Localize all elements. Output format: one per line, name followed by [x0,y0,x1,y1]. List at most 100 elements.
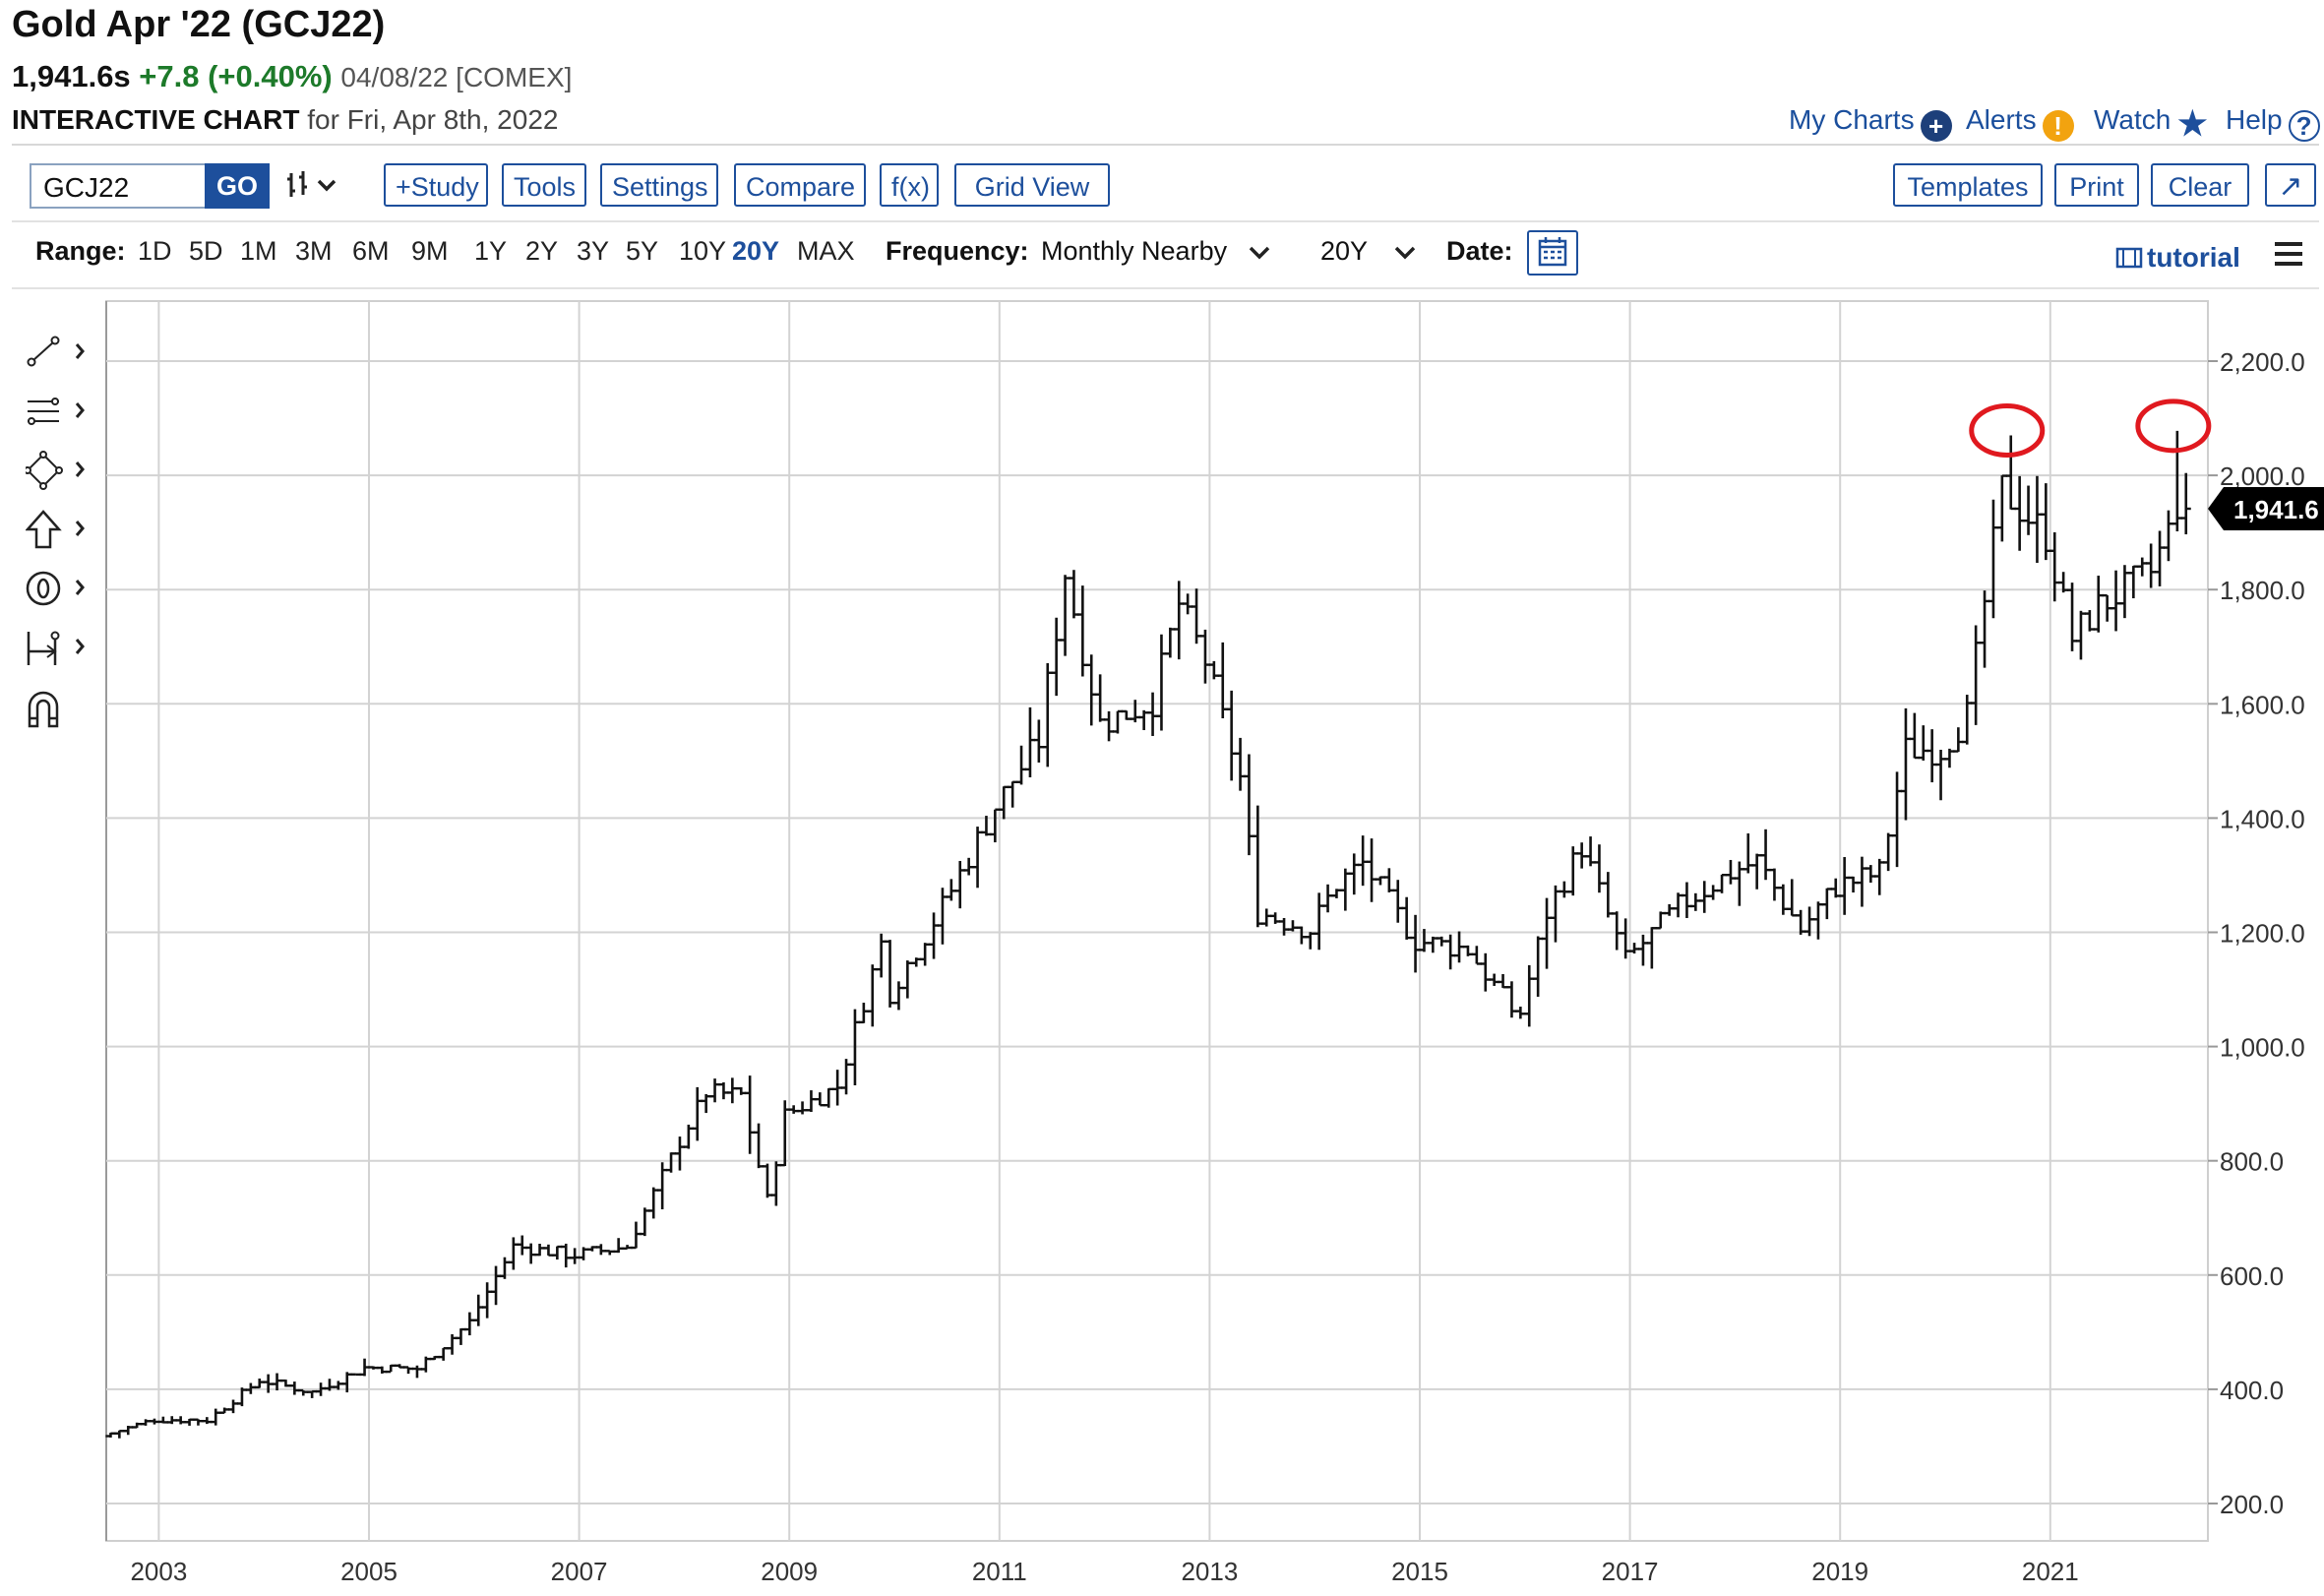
line-tool[interactable] [26,333,85,372]
ohlc-bar [123,1426,134,1436]
range-option-6m[interactable]: 6M [352,236,390,266]
ohlc-bar [377,1366,388,1374]
help-link[interactable]: Help? [2226,104,2320,142]
ohlc-bar [1287,920,1298,932]
ohlc-bar [876,933,887,978]
frequency-dropdown[interactable]: Monthly Nearby [1041,236,1272,267]
ohlc-bar [1024,706,1035,778]
date-picker-button[interactable] [1527,230,1578,276]
arrow-tool[interactable] [25,510,85,549]
ohlc-bar [1550,885,1560,943]
ohlc-bar [1165,627,1176,658]
ohlc-bar [1095,674,1106,722]
ohlc-bar [1708,885,1719,900]
ohlc-bar [1821,888,1832,920]
tools-button[interactable]: Tools [502,163,586,207]
fx-button[interactable]: f(x) [880,163,939,207]
range-option-10y[interactable]: 10Y [679,236,727,266]
ohlc-bar [2084,610,2095,632]
range-option-1m[interactable]: 1M [240,236,277,266]
clear-button[interactable]: Clear [2151,163,2249,207]
range-option-max[interactable]: MAX [797,236,855,266]
expand-icon: ↗ [2278,170,2303,203]
header-divider [12,144,2319,146]
measure-tool[interactable] [26,628,85,667]
range-option-5d[interactable]: 5D [189,236,223,266]
shape-tool[interactable] [24,451,85,490]
range-option-3y[interactable]: 3Y [577,236,610,266]
settings-button[interactable]: Settings [600,163,718,207]
ohlc-bar [1655,911,1666,930]
print-button[interactable]: Print [2054,163,2139,207]
range-option-9m[interactable]: 9M [411,236,449,266]
ohlc-bar [1437,936,1447,947]
alert-icon: ! [2042,110,2074,142]
ohlc-bar [893,981,904,1011]
ohlc-bar [1480,952,1491,992]
expand-button[interactable]: ↗ [2265,163,2316,207]
ohlc-bar [166,1416,177,1425]
range-option-1d[interactable]: 1D [138,236,172,266]
ohlc-bar [1033,719,1044,763]
templates-button[interactable]: Templates [1893,163,2043,207]
range-option-5y[interactable]: 5Y [626,236,659,266]
ohlc-bar [525,1243,536,1264]
ohlc-bar [1646,927,1657,969]
alerts-link[interactable]: Alerts! [1966,104,2074,142]
ohlc-bar [902,960,913,999]
range-option-1y[interactable]: 1Y [474,236,508,266]
ohlc-bar [683,1124,694,1149]
text-tool[interactable] [26,569,85,608]
y-tick-label: 2,000.0 [2220,461,2305,491]
ohlc-bar-icon [287,171,336,197]
ohlc-bar [1743,832,1753,874]
highlight-circle [2135,399,2212,454]
ohlc-bar [1340,868,1351,911]
compare-button[interactable]: Compare [734,163,866,207]
bar-type-dropdown[interactable] [285,167,344,211]
quote-line: 1,941.6s +7.8 (+0.40%) 04/08/22 [COMEX] [12,59,572,94]
ohlc-bar [2180,472,2191,535]
watch-link[interactable]: Watch ★ [2094,104,2208,141]
ohlc-bar [1217,642,1228,719]
ohlc-bar [858,1003,869,1024]
quote-meta: 04/08/22 [COMEX] [340,62,573,92]
go-button[interactable]: GO [205,163,270,209]
y-tick-label: 1,000.0 [2220,1033,2305,1063]
ohlc-bar [1042,662,1053,767]
range-option-3m[interactable]: 3M [295,236,333,266]
ohlc-bar [832,1070,843,1106]
ohlc-bar [972,827,983,889]
ohlc-bar [386,1364,397,1374]
my-charts-link[interactable]: My Charts + [1789,104,1952,142]
grid-view-button[interactable]: Grid View [954,163,1110,207]
ohlc-bar [954,860,965,909]
ohlc-bar [1664,903,1675,916]
x-tick-label: 2021 [2022,1557,2079,1586]
ohlc-bar [1060,575,1070,656]
ohlc-bar [1138,709,1149,730]
study-button[interactable]: +Study [384,163,488,207]
ohlc-bar [1585,836,1596,867]
fib-tool[interactable] [26,392,85,431]
ohlc-bar [1734,861,1744,906]
text-tool-icon [26,571,85,606]
hamburger-menu-icon[interactable] [2275,242,2302,266]
ohlc-bar [1375,876,1385,886]
ohlc-bar [745,1075,756,1154]
symbol-input[interactable]: GCJ22 [30,163,205,209]
range-option-2y[interactable]: 2Y [525,236,559,266]
ohlc-bar [403,1366,414,1375]
ohlc-bar [2075,610,2086,660]
x-tick-label: 2005 [340,1557,398,1586]
magnet-tool[interactable] [26,687,85,728]
tutorial-link[interactable]: tutorial [2115,242,2240,274]
range-option-20y[interactable]: 20Y [732,236,780,266]
tutorial-label: tutorial [2147,242,2240,273]
period-dropdown[interactable]: 20Y [1320,236,1418,267]
x-tick-label: 2019 [1811,1557,1868,1586]
ohlc-bar [1682,882,1692,918]
y-tick-label: 800.0 [2220,1147,2284,1177]
ohlc-bar [534,1244,545,1257]
